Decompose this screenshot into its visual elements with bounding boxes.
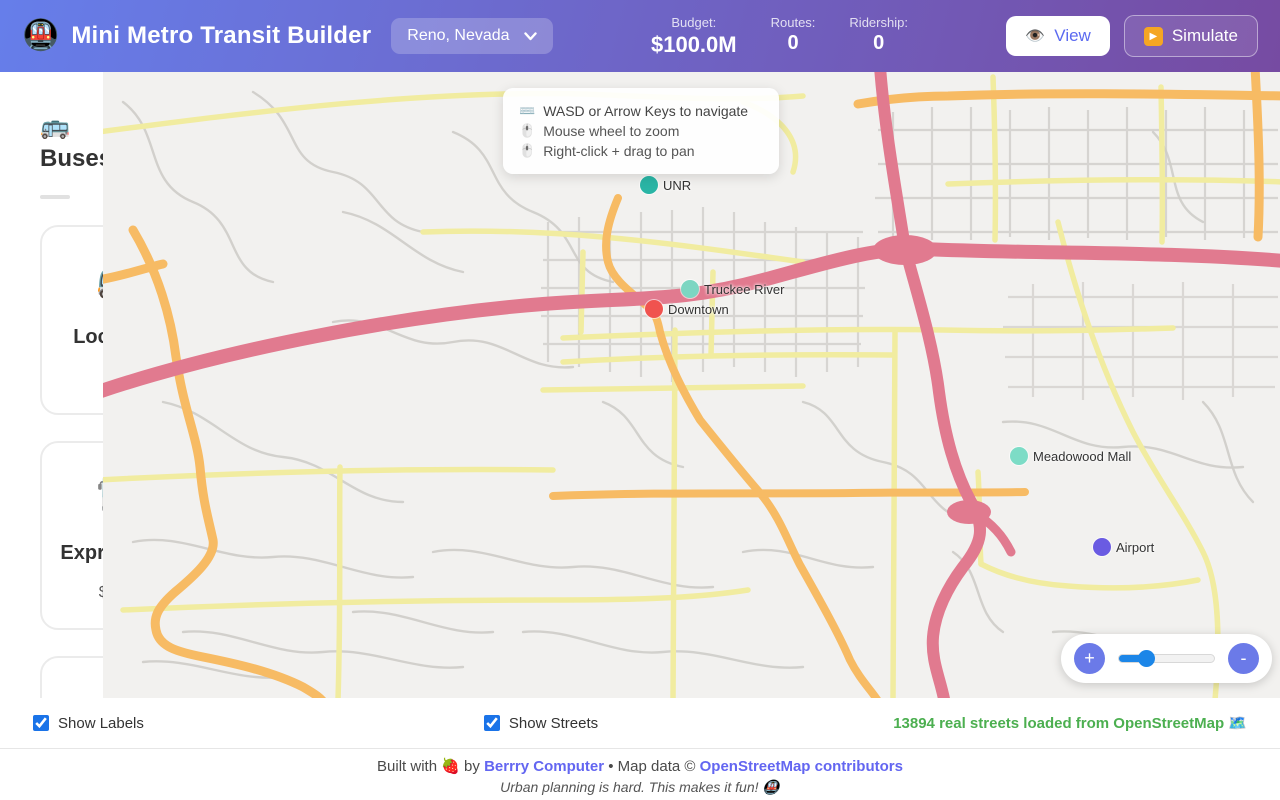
chevron-down-icon [523, 31, 537, 41]
local-bus-icon: 🚌 [56, 257, 103, 297]
budget-value: $100.0M [650, 31, 737, 57]
local-bus-name: Local Bus [73, 326, 103, 348]
show-labels-label: Show Labels [58, 714, 144, 732]
street-map-graphic [103, 72, 1280, 698]
routes-value: 0 [787, 31, 799, 54]
controls-tooltip: ⌨️ WASD or Arrow Keys to navigate 🖱️ Mou… [503, 88, 779, 174]
app-title: Mini Metro Transit Builder [71, 22, 372, 49]
buses-heading-label: Buses [40, 145, 103, 172]
view-button-label: View [1054, 26, 1091, 45]
vehicle-sidebar: 🚌 Buses 🚌 Local Bus $1M 🚍 Express Bus $1… [0, 72, 103, 698]
vehicle-card-express-bus[interactable]: 🚍 Express Bus $1.5M [40, 440, 103, 631]
station-label: Truckee River [704, 281, 785, 297]
tooltip-row-wheel: 🖱️ Mouse wheel to zoom [519, 121, 763, 141]
metro-logo-icon: 🚇 [22, 19, 60, 52]
city-select[interactable]: Reno, Nevada [391, 18, 553, 54]
ridership-label: Ridership: [849, 14, 908, 30]
ridership-stat: Ridership: 0 [849, 15, 908, 58]
station-meadowood-mall[interactable]: Meadowood Mall [1010, 447, 1131, 465]
buses-heading: 🚌 Buses [40, 112, 103, 173]
tooltip-wheel-text: Mouse wheel to zoom [543, 123, 680, 139]
mouse-icon: 🖱️ [519, 143, 536, 158]
map-options-bar: Show Labels Show Streets 13894 real stre… [0, 698, 1280, 748]
station-marker-icon[interactable] [645, 300, 663, 318]
station-unr[interactable]: UNR [640, 176, 691, 194]
station-marker-icon[interactable] [1093, 538, 1111, 556]
openstreetmap-contributors-link[interactable]: OpenStreetMap contributors [699, 758, 903, 775]
bus-icon: 🚌 [40, 113, 70, 140]
station-marker-icon[interactable] [640, 176, 658, 194]
express-bus-cost: $1.5M [56, 584, 103, 602]
show-labels-checkbox[interactable] [33, 715, 49, 731]
station-marker-icon[interactable] [681, 280, 699, 298]
vehicle-sidebar-inner: 🚌 Buses 🚌 Local Bus $1M 🚍 Express Bus $1… [0, 72, 103, 698]
eye-icon: 👁️ [1025, 28, 1046, 45]
local-bus-cost: $1M [56, 369, 103, 387]
show-streets-label: Show Streets [508, 714, 599, 732]
footer: Built with 🍓 by Berrry Computer • Map da… [0, 748, 1280, 800]
header-buttons: 👁️ View ▶ Simulate [1006, 15, 1258, 57]
zoom-in-button[interactable]: + [1074, 643, 1105, 674]
station-label: UNR [663, 177, 692, 193]
map-canvas[interactable]: UNR Truckee River Downtown Meadowood Mall Ai… [103, 72, 1280, 698]
simulate-button[interactable]: ▶ Simulate [1123, 15, 1258, 57]
zoom-slider[interactable] [1118, 654, 1215, 663]
footer-credits: Built with 🍓 by Berrry Computer • Map da… [0, 757, 1280, 775]
tooltip-keyboard-text: WASD or Arrow Keys to navigate [543, 103, 749, 119]
show-streets-toggle[interactable]: Show Streets [483, 714, 599, 732]
play-icon: ▶ [1143, 26, 1163, 46]
station-label: Downtown [668, 301, 729, 317]
zoom-out-button[interactable]: - [1228, 643, 1259, 674]
ridership-value: 0 [873, 31, 885, 54]
vehicle-card-next[interactable] [40, 656, 103, 698]
brand: 🚇 Mini Metro Transit Builder [22, 21, 371, 51]
footer-map-data: • Map data © [604, 758, 700, 775]
city-select-value: Reno, Nevada [407, 27, 510, 44]
streets-loaded-status: 13894 real streets loaded from OpenStree… [893, 715, 1247, 732]
station-marker-icon[interactable] [1010, 447, 1028, 465]
mouse-icon: 🖱️ [519, 123, 536, 138]
budget-stat: Budget: $100.0M [651, 15, 737, 58]
tooltip-pan-text: Right-click + drag to pan [543, 143, 695, 159]
station-downtown[interactable]: Downtown [645, 300, 729, 318]
sidebar-divider [40, 195, 70, 199]
routes-label: Routes: [770, 14, 816, 30]
station-label: Meadowood Mall [1033, 448, 1132, 464]
footer-built-with: Built with 🍓 by [377, 758, 485, 775]
show-streets-checkbox[interactable] [483, 715, 500, 731]
routes-stat: Routes: 0 [771, 15, 816, 58]
footer-tagline: Urban planning is hard. This makes it fu… [500, 779, 780, 795]
view-button[interactable]: 👁️ View [1006, 16, 1110, 56]
show-labels-toggle[interactable]: Show Labels [33, 715, 144, 732]
station-truckee-river[interactable]: Truckee River [681, 280, 784, 298]
keyboard-icon: ⌨️ [519, 103, 536, 118]
tooltip-row-pan: 🖱️ Right-click + drag to pan [519, 141, 763, 161]
express-bus-name: Express Bus [60, 541, 103, 564]
zoom-widget: + - [1061, 634, 1272, 683]
station-label: Airport [1116, 539, 1155, 555]
tooltip-row-keyboard: ⌨️ WASD or Arrow Keys to navigate [519, 101, 763, 121]
stations-layer: UNR Truckee River Downtown Meadowood Mall Ai… [103, 72, 1280, 698]
budget-label: Budget: [671, 14, 717, 30]
express-bus-icon: 🚍 [56, 473, 103, 513]
header-stats: Budget: $100.0M Routes: 0 Ridership: 0 [651, 15, 908, 58]
simulate-button-label: Simulate [1171, 26, 1238, 45]
header-bar: 🚇 Mini Metro Transit Builder Reno, Nevad… [0, 0, 1280, 72]
station-airport[interactable]: Airport [1093, 538, 1154, 556]
vehicle-card-local-bus[interactable]: 🚌 Local Bus $1M [40, 225, 103, 415]
berrry-computer-link[interactable]: Berrry Computer [484, 758, 605, 775]
